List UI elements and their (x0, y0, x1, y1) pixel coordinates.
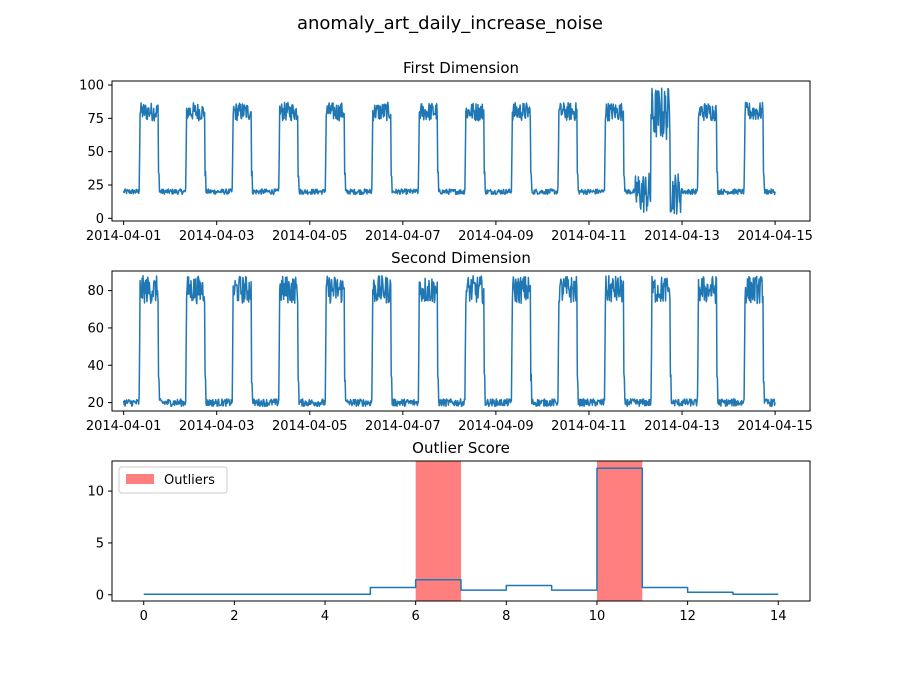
y-tick-label: 20 (87, 396, 104, 411)
axes-frame (111, 460, 811, 602)
x-tick-label: 2014-04-11 (551, 419, 627, 434)
series-line (122, 87, 776, 215)
legend-label: Outliers (164, 473, 215, 488)
second-dimension-panel: Second Dimension 2014-04-01 2014-04-03 2014… (86, 249, 813, 434)
x-tick-label: 2014-04-07 (365, 419, 441, 434)
x-tick-label: 2014-04-15 (737, 419, 813, 434)
first-dimension-panel: First Dimension 2014-04-01 2014-04-03 2014-… (79, 59, 813, 244)
plot-area (122, 275, 776, 408)
x-tick-label: 2014-04-05 (272, 229, 348, 244)
y-tick-label: 60 (87, 321, 104, 336)
x-tick-label: 0 (140, 609, 148, 624)
y-tick-label: 80 (87, 284, 104, 299)
x-tick-label: 2014-04-13 (644, 419, 720, 434)
y-tick-label: 40 (87, 359, 104, 374)
x-tick-label: 2014-04-05 (272, 419, 348, 434)
y-tick-label: 75 (87, 112, 104, 127)
panel-title: Outlier Score (412, 439, 510, 457)
x-tick-label: 10 (589, 609, 606, 624)
y-tick-label: 0 (96, 212, 104, 227)
y-tick-label: 25 (87, 179, 104, 194)
x-tick-label: 2014-04-15 (737, 229, 813, 244)
y-tick-label: 50 (87, 145, 104, 160)
legend-box (118, 466, 228, 494)
x-tick-label: 2014-04-09 (458, 419, 534, 434)
legend: Outliers (118, 466, 228, 494)
panel-title: First Dimension (403, 59, 519, 77)
series-line (143, 467, 779, 596)
x-tick-label: 2014-04-13 (644, 229, 720, 244)
figure-title: anomaly_art_daily_increase_noise (297, 13, 603, 34)
x-tick-label: 2014-04-09 (458, 229, 534, 244)
x-tick-label: 2014-04-11 (551, 229, 627, 244)
y-tick-label: 10 (87, 485, 104, 500)
x-tick-label: 2014-04-03 (179, 419, 255, 434)
panel-title: Second Dimension (391, 249, 531, 267)
outlier-score-panel: Outlier Score 0 2 4 6 8 10 12 14 0 5 10 Outliers (87, 439, 811, 624)
x-tick-label: 2014-04-01 (86, 419, 162, 434)
outlier-span-0 (415, 461, 461, 601)
legend-swatch (126, 474, 154, 484)
x-tick-label: 6 (412, 609, 420, 624)
x-tick-label: 2014-04-03 (179, 229, 255, 244)
y-tick-label: 5 (96, 536, 104, 551)
x-tick-label: 2014-04-07 (365, 229, 441, 244)
plot-area (143, 461, 779, 601)
outlier-span-1 (596, 461, 643, 601)
series-line (122, 275, 776, 408)
axes-frame (111, 270, 811, 412)
x-tick-label: 4 (321, 609, 329, 624)
axes-frame (111, 80, 811, 222)
x-tick-label: 2 (230, 609, 238, 624)
plot-area (122, 87, 776, 215)
x-tick-label: 14 (770, 609, 787, 624)
x-tick-label: 8 (502, 609, 510, 624)
x-tick-label: 2014-04-01 (86, 229, 162, 244)
y-tick-label: 100 (79, 79, 104, 94)
y-tick-label: 0 (96, 588, 104, 603)
x-tick-label: 12 (679, 609, 696, 624)
